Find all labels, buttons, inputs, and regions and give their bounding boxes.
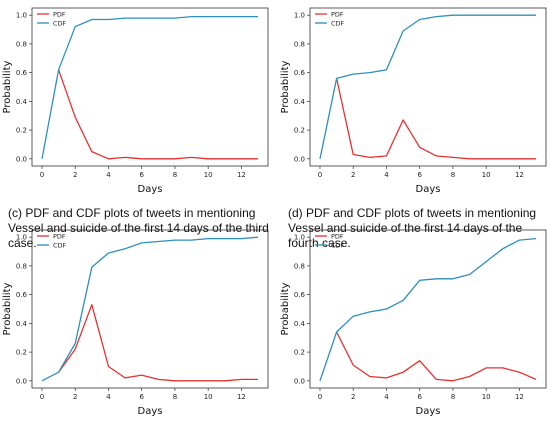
y-tick-label: 1.0 [294, 234, 305, 242]
x-tick-label: 12 [515, 171, 524, 179]
x-tick-label: 4 [106, 393, 111, 401]
x-tick-label: 10 [482, 171, 491, 179]
x-tick-label: 6 [417, 393, 422, 401]
y-tick-label: 0.6 [294, 291, 306, 299]
pdf-line [57, 69, 258, 160]
x-axis-label: Days [416, 406, 441, 417]
legend-label-cdf: CDF [331, 241, 345, 249]
x-tick-label: 10 [204, 171, 213, 179]
y-tick-label: 0.2 [294, 127, 305, 135]
x-tick-label: 6 [139, 171, 144, 179]
x-tick-label: 4 [384, 393, 389, 401]
x-tick-label: 8 [451, 393, 455, 401]
x-axis-label: Days [416, 184, 441, 195]
y-tick-label: 0.0 [294, 155, 305, 163]
x-tick-label: 2 [351, 171, 355, 179]
chart-c: 0 2 4 6 8 10 12 0.0 0.2 0.4 0.6 0.8 1.0 Days Probabili… [2, 229, 269, 417]
x-tick-label: 6 [139, 393, 144, 401]
legend-label-cdf: CDF [331, 19, 345, 27]
plot-frame [309, 7, 547, 167]
x-axis-label: Days [138, 406, 163, 417]
x-tick-label: 6 [417, 171, 422, 179]
legend-label-pdf: PDF [331, 232, 344, 240]
x-tick-label: 0 [40, 171, 44, 179]
x-tick-label: 8 [451, 171, 455, 179]
plot-frame [31, 229, 269, 389]
y-axis-label: Probability [280, 282, 291, 335]
chart-a: 0 2 4 6 8 10 12 0.0 0.2 0.4 0.6 0.8 1.0 Days Probabili… [2, 7, 269, 195]
pdf-line [335, 78, 536, 160]
caption-d: (d) PDF and CDF plots of tweets in menti… [288, 206, 537, 250]
y-tick-label: 0.0 [294, 377, 305, 385]
x-tick-label: 8 [173, 171, 177, 179]
cdf-line [41, 236, 259, 382]
y-tick-label: 0.4 [16, 320, 28, 328]
cdf-line [41, 15, 258, 159]
x-tick-label: 10 [482, 393, 491, 401]
legend-label-pdf: PDF [53, 232, 66, 240]
legend-label-pdf: PDF [331, 10, 344, 18]
y-tick-label: 0.2 [294, 349, 305, 357]
x-tick-label: 2 [351, 393, 355, 401]
pdf-line [336, 331, 537, 382]
y-tick-label: 1.0 [16, 12, 27, 20]
y-tick-label: 0.0 [16, 377, 27, 385]
x-tick-label: 0 [318, 393, 322, 401]
y-tick-label: 0.6 [16, 69, 28, 77]
x-tick-label: 12 [237, 393, 246, 401]
y-tick-label: 0.2 [16, 349, 27, 357]
y-tick-label: 0.0 [16, 155, 27, 163]
y-tick-label: 0.8 [16, 40, 27, 48]
y-axis-label: Probability [2, 282, 13, 335]
cdf-line [319, 14, 536, 159]
y-tick-label: 0.8 [294, 262, 305, 270]
plot-frame [309, 229, 547, 389]
x-tick-label: 0 [40, 393, 44, 401]
y-axis-label: Probability [2, 60, 13, 113]
legend-label-pdf: PDF [53, 10, 66, 18]
cdf-line [319, 237, 537, 382]
y-tick-label: 0.4 [294, 320, 306, 328]
y-tick-label: 0.6 [294, 69, 306, 77]
chart-b: 0 2 4 6 8 10 12 0.0 0.2 0.4 0.6 0.8 1.0 Days Probabili… [280, 7, 547, 195]
plot-frame [31, 7, 269, 167]
x-tick-label: 12 [515, 393, 524, 401]
y-tick-label: 0.2 [16, 127, 27, 135]
x-tick-label: 2 [73, 393, 77, 401]
y-tick-label: 1.0 [16, 234, 27, 242]
x-tick-label: 0 [318, 171, 322, 179]
y-tick-label: 0.4 [294, 98, 306, 106]
y-tick-label: 0.8 [16, 262, 27, 270]
y-tick-label: 0.4 [16, 98, 28, 106]
chart-d: 0 2 4 6 8 10 12 0.0 0.2 0.4 0.6 0.8 1.0 Days Probabili… [280, 229, 547, 417]
legend-label-cdf: CDF [53, 19, 67, 27]
x-tick-label: 12 [237, 171, 246, 179]
y-axis-label: Probability [280, 60, 291, 113]
caption-c: (c) PDF and CDF plots of tweets in menti… [8, 206, 269, 250]
y-tick-label: 1.0 [294, 12, 305, 20]
x-tick-label: 4 [384, 171, 389, 179]
y-tick-label: 0.6 [16, 291, 28, 299]
pdf-line [58, 304, 258, 382]
y-tick-label: 0.8 [294, 40, 305, 48]
x-tick-label: 10 [204, 393, 213, 401]
x-axis-label: Days [138, 184, 163, 195]
x-tick-label: 8 [173, 393, 177, 401]
x-tick-label: 2 [73, 171, 77, 179]
legend-label-cdf: CDF [53, 241, 67, 249]
x-tick-label: 4 [106, 171, 111, 179]
